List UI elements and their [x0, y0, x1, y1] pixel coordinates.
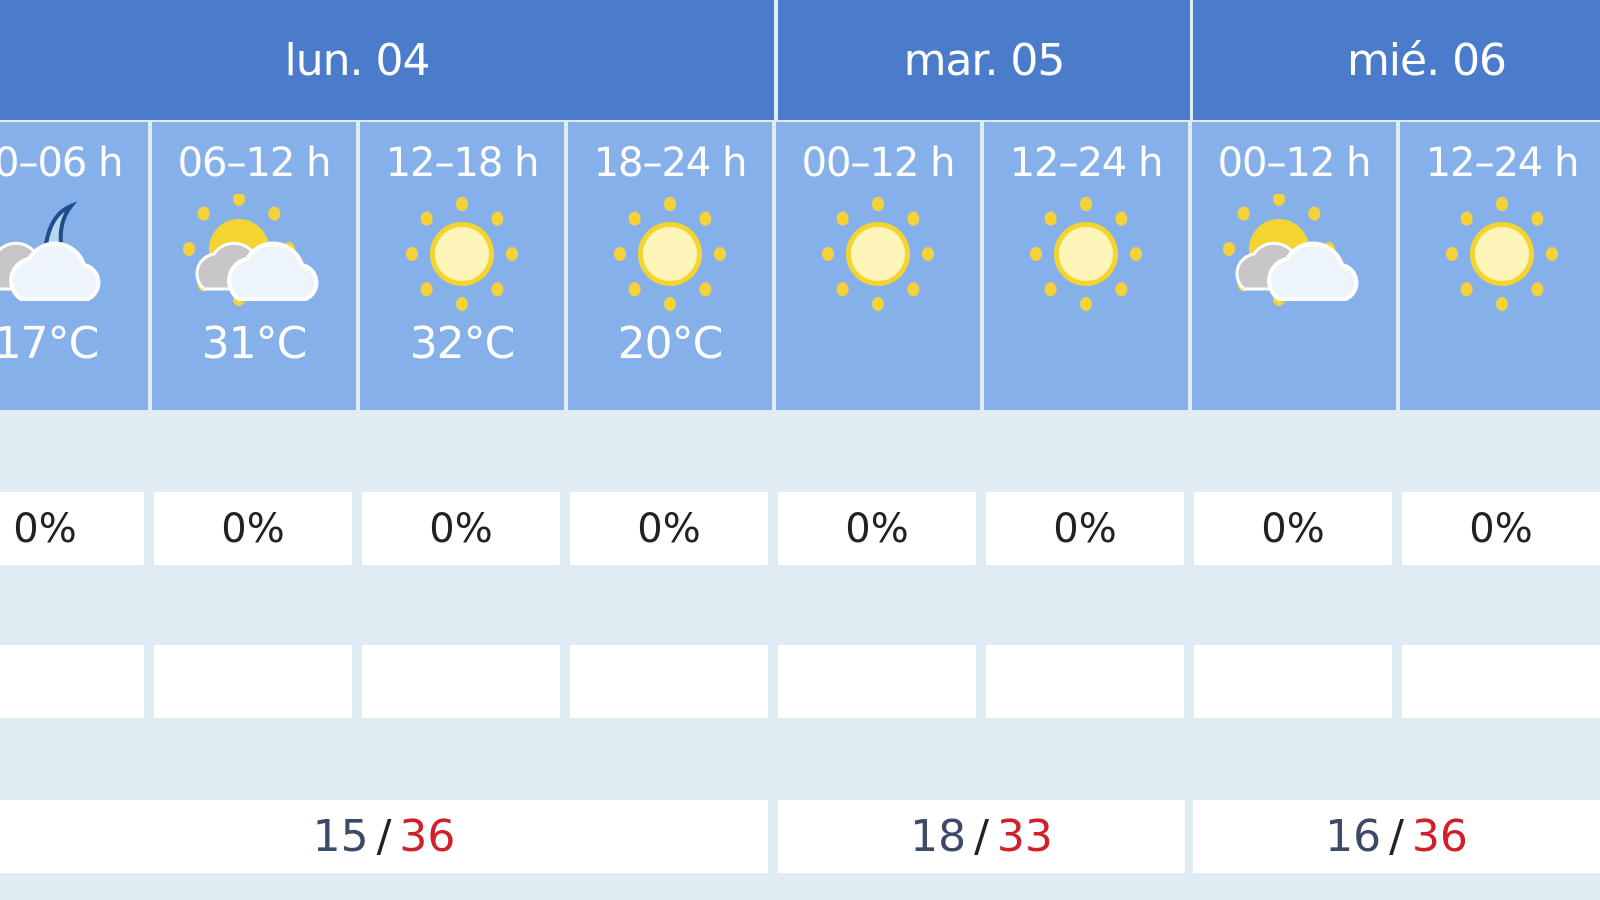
- day-label: mié. 06: [1346, 34, 1507, 86]
- precip-value: 0%: [429, 505, 493, 552]
- time-slot: 12–18 h 32°C: [360, 122, 564, 410]
- empty-cell: [154, 645, 352, 718]
- time-slot: 00–06 h 17°C: [0, 122, 148, 410]
- max-temp: 33: [996, 811, 1053, 862]
- min-temp: 18: [910, 811, 967, 862]
- slot-temp: 32°C: [409, 318, 516, 369]
- precip-value: 0%: [13, 505, 77, 552]
- precip-chance: 0%: [570, 492, 768, 565]
- slot-time: 00–12 h: [801, 140, 956, 186]
- precip-value: 0%: [1053, 505, 1117, 552]
- precip-value: 0%: [637, 505, 701, 552]
- empty-cell: [1194, 645, 1392, 718]
- time-slot: 00–12 h: [1192, 122, 1396, 410]
- min-temp: 15: [312, 811, 369, 862]
- min-max-temp: 18/33: [778, 800, 1185, 873]
- day-label: lun. 04: [284, 34, 431, 86]
- min-max-temp: 16/36: [1193, 800, 1600, 873]
- sun-icon: [614, 197, 726, 311]
- empty-cell: [362, 645, 560, 718]
- precip-chance: 0%: [986, 492, 1184, 565]
- day-header: lun. 04: [0, 0, 774, 120]
- precip-chance: 0%: [1402, 492, 1600, 565]
- time-slot: 12–24 h: [1400, 122, 1600, 410]
- empty-cell: [986, 645, 1184, 718]
- day-header: mié. 06: [1193, 0, 1600, 120]
- slot-time: 00–12 h: [1217, 140, 1372, 186]
- sun-cloud-icon: [1223, 194, 1359, 306]
- slot-temp: 31°C: [201, 318, 308, 369]
- time-slot: 12–24 h: [984, 122, 1188, 410]
- slot-time: 00–06 h: [0, 140, 123, 186]
- precip-chance: 0%: [778, 492, 976, 565]
- precip-chance: 0%: [1194, 492, 1392, 565]
- empty-cell: [1402, 645, 1600, 718]
- day-header: mar. 05: [778, 0, 1190, 120]
- sun-icon: [822, 197, 934, 311]
- day-label: mar. 05: [903, 34, 1066, 86]
- separator: /: [1389, 811, 1404, 862]
- precip-value: 0%: [221, 505, 285, 552]
- precip-chance: 0%: [0, 492, 144, 565]
- precip-chance: 0%: [154, 492, 352, 565]
- empty-cell: [570, 645, 768, 718]
- max-temp: 36: [1411, 811, 1468, 862]
- empty-cell: [0, 645, 144, 718]
- precip-value: 0%: [1469, 505, 1533, 552]
- separator: /: [376, 811, 392, 862]
- slot-time: 12–24 h: [1009, 140, 1164, 186]
- slot-temp: 20°C: [617, 318, 724, 369]
- sun-cloud-icon: [183, 194, 319, 306]
- min-max-temp: 15/36: [0, 800, 768, 873]
- slot-time: 12–18 h: [385, 140, 540, 186]
- slot-time: 18–24 h: [593, 140, 748, 186]
- sun-icon: [1446, 197, 1558, 311]
- time-slot: 06–12 h 31°C: [152, 122, 356, 410]
- slot-time: 12–24 h: [1425, 140, 1580, 186]
- slot-time: 06–12 h: [177, 140, 332, 186]
- time-slot: 00–12 h: [776, 122, 980, 410]
- sun-icon: [1030, 197, 1142, 311]
- precip-value: 0%: [845, 505, 909, 552]
- moon-cloud-icon: [0, 201, 101, 301]
- min-temp: 16: [1325, 811, 1382, 862]
- sun-icon: [406, 197, 518, 311]
- time-slot: 18–24 h 20°C: [568, 122, 772, 410]
- max-temp: 36: [399, 811, 456, 862]
- separator: /: [974, 811, 989, 862]
- empty-cell: [778, 645, 976, 718]
- precip-value: 0%: [1261, 505, 1325, 552]
- slot-temp: 17°C: [0, 318, 99, 369]
- precip-chance: 0%: [362, 492, 560, 565]
